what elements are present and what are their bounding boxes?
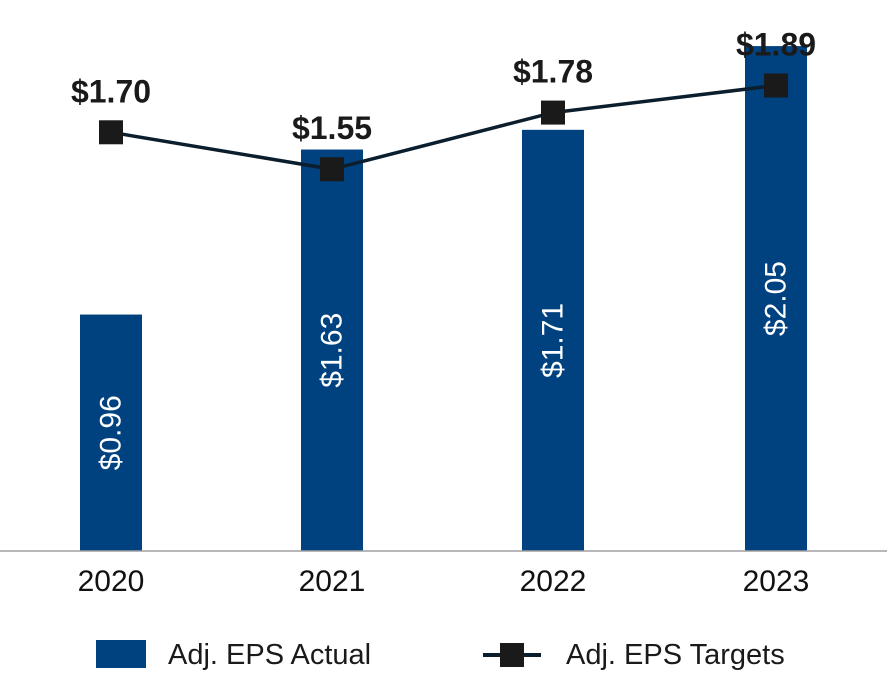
target-marker-2022: [541, 100, 565, 125]
bar-2020: [80, 314, 142, 551]
bar-2023: [745, 46, 807, 552]
bar-2021: [301, 149, 363, 551]
bar-value-label-2023: $2.05: [760, 261, 793, 336]
target-value-label-2021: $1.55: [292, 110, 372, 146]
bar-value-label-2022: $1.71: [537, 303, 570, 378]
legend: Adj. EPS Actual Adj. EPS Targets: [96, 639, 785, 671]
x-tick-label-2020: 2020: [78, 565, 145, 598]
targets-line-group: $1.70 $1.55 $1.78 $1.89: [71, 26, 816, 182]
legend-marker-targets: [500, 643, 524, 667]
bars-group: $0.96 $1.63 $1.71 $2.05: [80, 46, 807, 552]
legend-swatch-actual: [96, 640, 146, 668]
target-value-label-2022: $1.78: [513, 54, 593, 90]
bar-value-label-2020: $0.96: [95, 395, 128, 470]
target-marker-2023: [764, 73, 788, 98]
target-marker-2020: [99, 120, 123, 145]
target-value-label-2023: $1.89: [736, 26, 816, 62]
targets-line: [110, 83, 777, 171]
target-marker-2021: [320, 157, 344, 182]
legend-label-targets: Adj. EPS Targets: [566, 639, 785, 671]
legend-label-actual: Adj. EPS Actual: [168, 639, 371, 671]
target-value-label-2020: $1.70: [71, 73, 151, 109]
bar-2022: [522, 129, 584, 551]
x-tick-label-2023: 2023: [743, 565, 810, 598]
x-tick-label-2022: 2022: [520, 565, 587, 598]
x-tick-label-2021: 2021: [299, 565, 366, 598]
x-axis-ticks: 2020 2021 2022 2023: [78, 565, 810, 598]
bar-value-label-2021: $1.63: [316, 313, 349, 388]
